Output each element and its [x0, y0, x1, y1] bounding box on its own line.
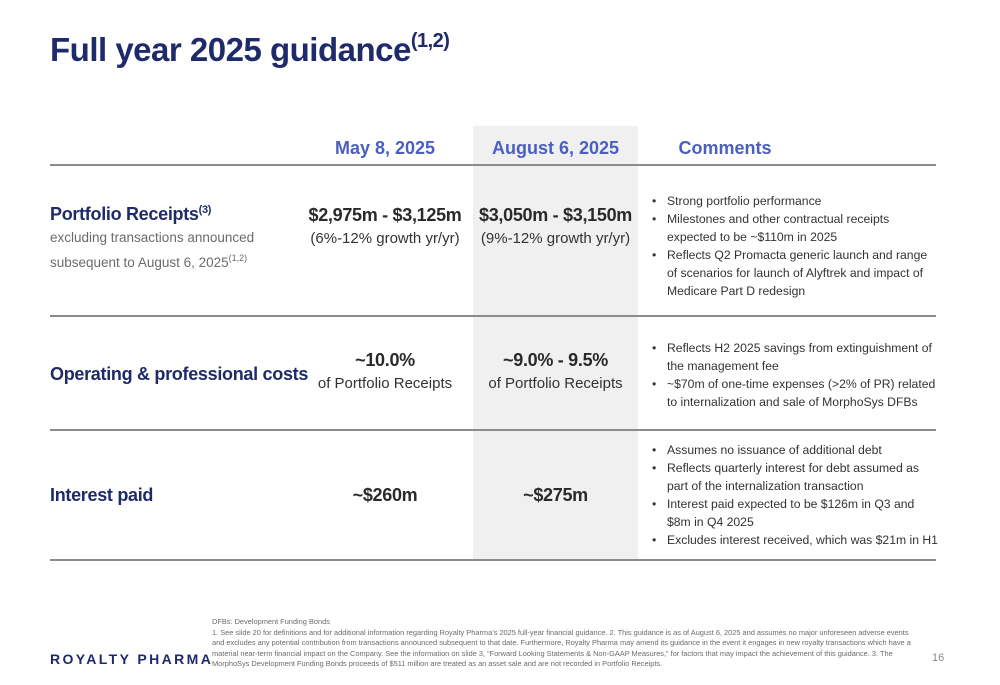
- comment-item: Reflects quarterly interest for debt ass…: [650, 459, 940, 495]
- comments-portfolio-receipts: Strong portfolio performance Milestones …: [650, 192, 940, 300]
- footnote-text: 1. See slide 20 for definitions and for …: [212, 627, 911, 669]
- value-main: ~$260m: [352, 485, 418, 505]
- row-divider: [50, 429, 936, 431]
- comment-item: Strong portfolio performance: [650, 192, 940, 210]
- footnotes: DFBs: Development Funding Bonds 1. See s…: [212, 617, 922, 670]
- may-portfolio-receipts: $2,975m - $3,125m (6%-12% growth yr/yr): [300, 205, 470, 247]
- value-main: $3,050m - $3,150m: [478, 205, 632, 225]
- row-portfolio-receipts-label: Portfolio Receipts(3) excluding transact…: [50, 204, 254, 273]
- comment-item: Milestones and other contractual receipt…: [650, 210, 940, 246]
- row-divider: [50, 315, 936, 317]
- value-detail: (6%-12% growth yr/yr): [310, 230, 460, 247]
- value-main: ~10.0%: [355, 350, 415, 370]
- comment-item: Excludes interest received, which was $2…: [650, 531, 940, 549]
- row-subtitle-line2: subsequent to August 6, 2025(1,2): [50, 248, 254, 273]
- comment-item: Interest paid expected to be $126m in Q3…: [650, 495, 940, 531]
- row-operating-costs-label: Operating & professional costs: [50, 364, 308, 385]
- row-title-superscript: (3): [198, 204, 212, 216]
- title-text: Full year 2025 guidance: [50, 31, 411, 68]
- row-title-text: Portfolio Receipts: [50, 204, 199, 224]
- header-rule: [50, 164, 936, 166]
- may-operating-costs: ~10.0% of Portfolio Receipts: [300, 350, 470, 392]
- column-header-august: August 6, 2025: [491, 138, 620, 158]
- row-title: Portfolio Receipts(3): [50, 204, 254, 225]
- footnote-abbreviation: DFBs: Development Funding Bonds: [212, 617, 330, 626]
- value-detail: (9%-12% growth yr/yr): [480, 230, 631, 247]
- row-subtitle-line2-text: subsequent to August 6, 2025: [50, 255, 229, 270]
- value-detail: of Portfolio Receipts: [488, 375, 623, 392]
- table-bottom-rule: [50, 559, 936, 561]
- title-superscript: (1,2): [410, 30, 450, 52]
- comment-item: ~$70m of one-time expenses (>2% of PR) r…: [650, 375, 940, 411]
- page-title: Full year 2025 guidance(1,2): [50, 30, 450, 69]
- august-operating-costs: ~9.0% - 9.5% of Portfolio Receipts: [473, 350, 638, 392]
- august-interest-paid: ~$275m: [473, 485, 638, 506]
- comments-operating-costs: Reflects H2 2025 savings from extinguish…: [650, 339, 940, 411]
- august-column-shading: [473, 126, 638, 561]
- row-title: Interest paid: [50, 485, 154, 505]
- august-portfolio-receipts: $3,050m - $3,150m (9%-12% growth yr/yr): [473, 205, 638, 247]
- royalty-pharma-logo: ROYALTY PHARMA: [50, 651, 214, 667]
- row-subtitle-superscript: (1,2): [228, 253, 248, 263]
- row-title: Operating & professional costs: [50, 364, 309, 384]
- value-main: ~$275m: [523, 485, 588, 505]
- comment-item: Assumes no issuance of additional debt: [650, 441, 940, 459]
- column-header-comments: Comments: [678, 138, 772, 158]
- page-number: 16: [932, 652, 945, 664]
- column-header-may: May 8, 2025: [334, 138, 436, 158]
- value-main: ~9.0% - 9.5%: [503, 350, 608, 370]
- comments-interest-paid: Assumes no issuance of additional debt R…: [650, 441, 940, 549]
- row-subtitle: excluding transactions announced subsequ…: [50, 228, 254, 273]
- comment-item: Reflects Q2 Promacta generic launch and …: [650, 246, 940, 300]
- row-subtitle-line1: excluding transactions announced: [50, 230, 255, 245]
- comment-item: Reflects H2 2025 savings from extinguish…: [650, 339, 940, 375]
- value-detail: of Portfolio Receipts: [317, 375, 453, 392]
- row-interest-paid-label: Interest paid: [50, 485, 153, 506]
- value-main: $2,975m - $3,125m: [308, 205, 462, 225]
- may-interest-paid: ~$260m: [300, 485, 470, 506]
